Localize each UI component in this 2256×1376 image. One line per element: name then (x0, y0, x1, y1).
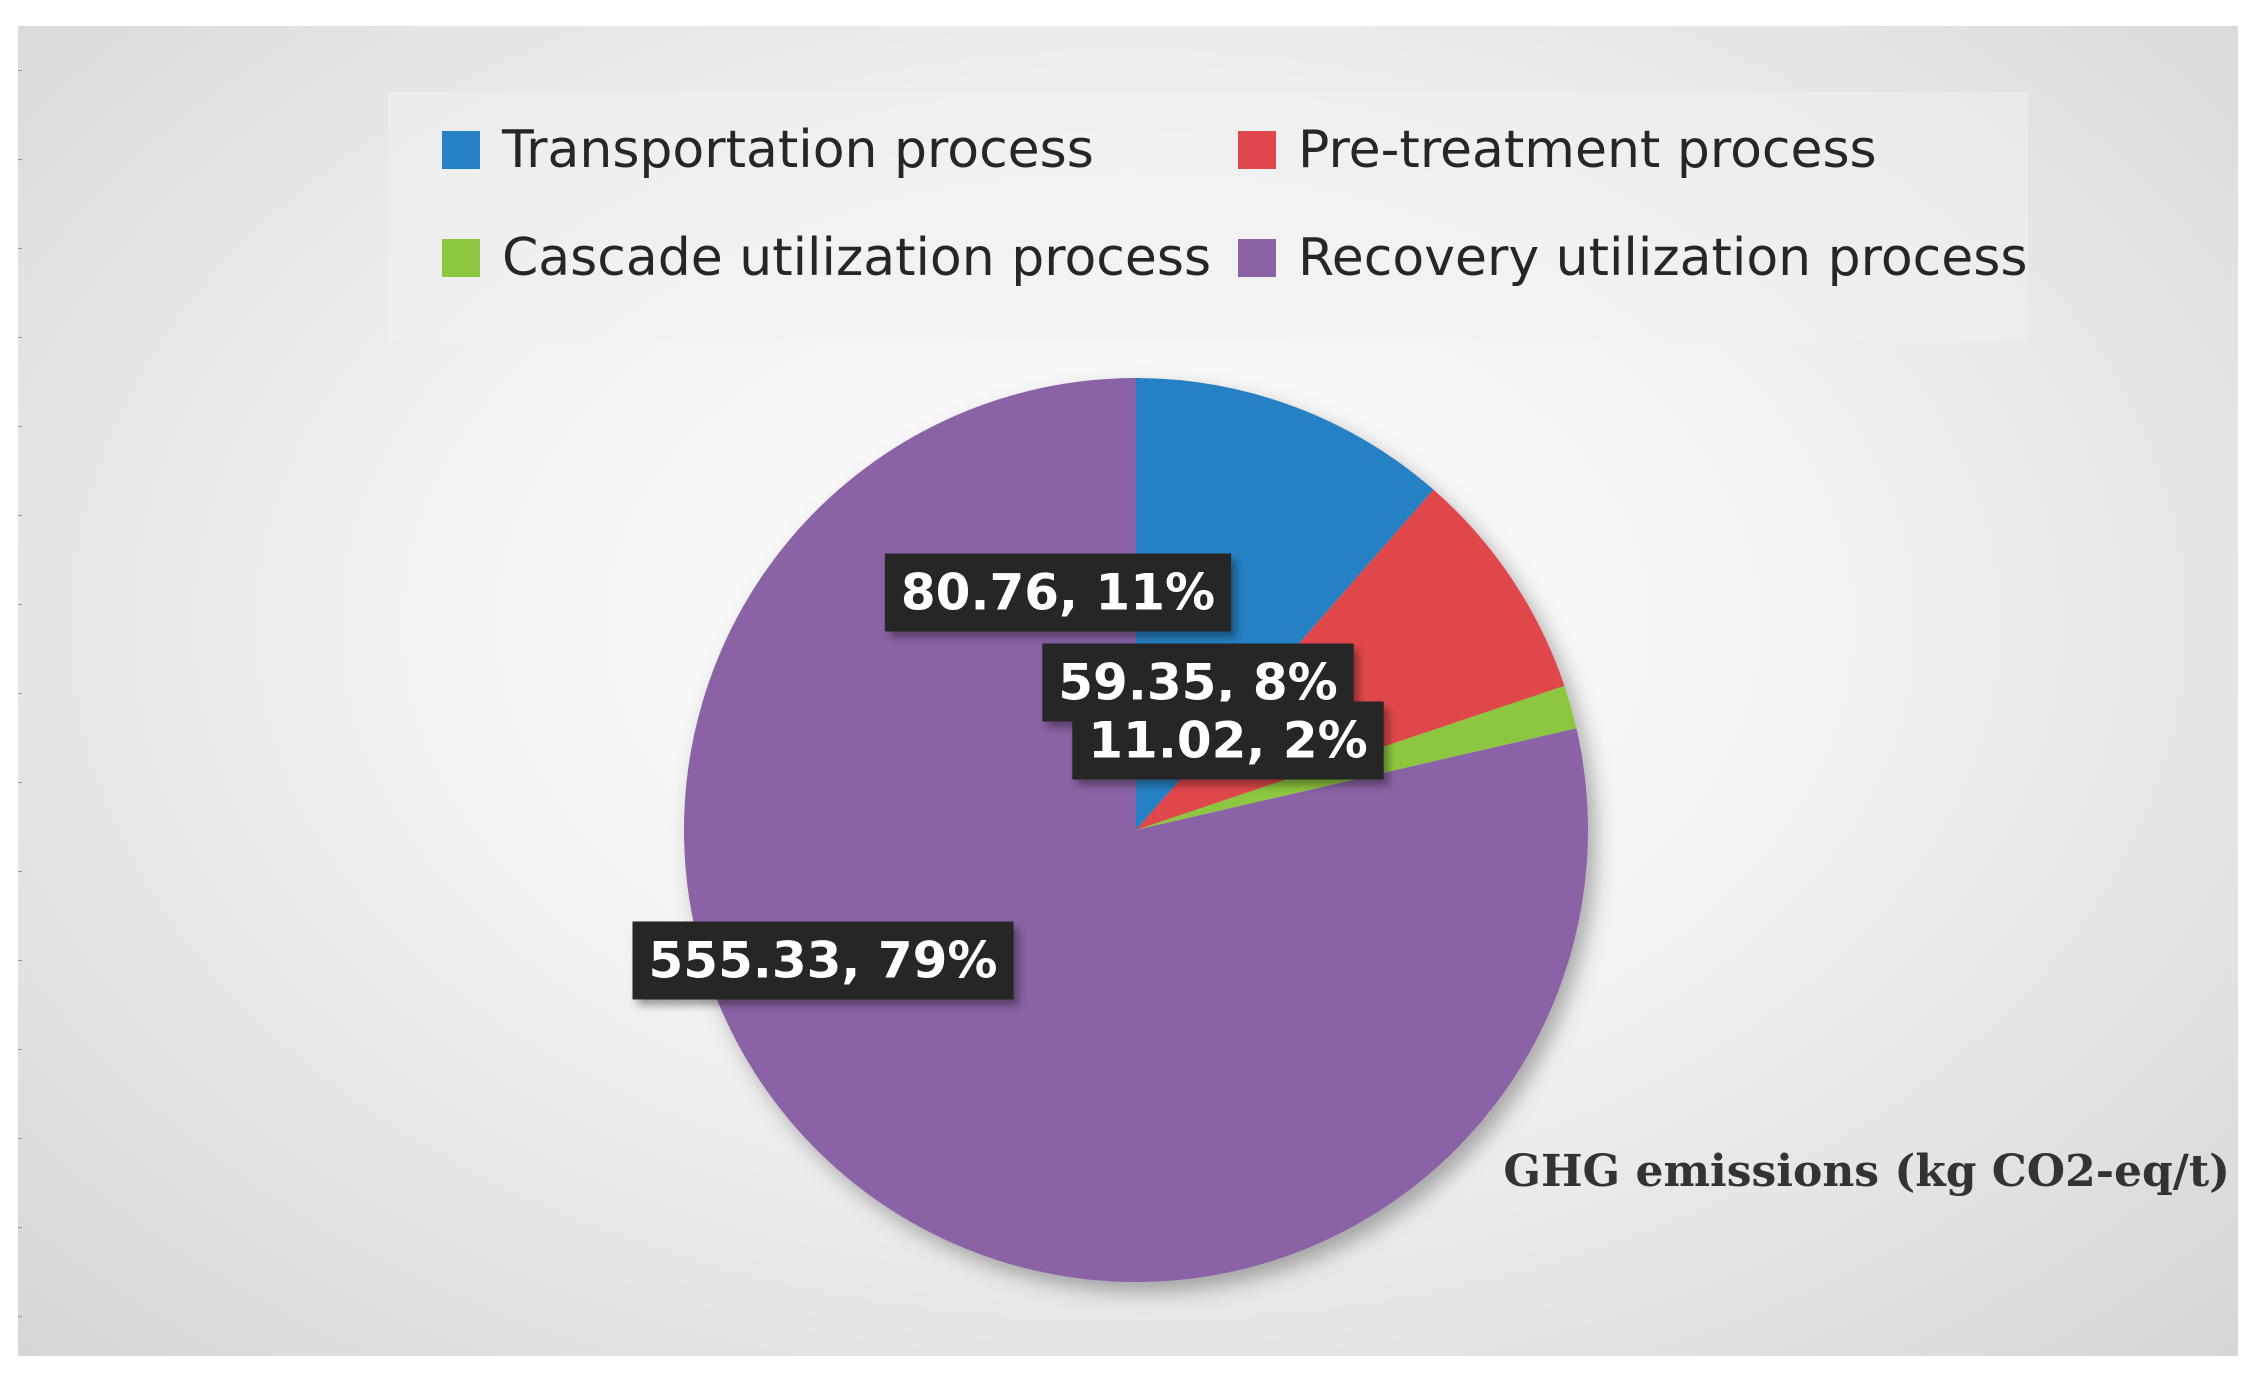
axis-tick (18, 515, 22, 516)
axis-tick (18, 782, 22, 783)
data-label-recovery: 555.33, 79% (632, 921, 1014, 1000)
legend-item-recovery: Recovery utilization process (1238, 228, 2027, 288)
legend-item-cascade: Cascade utilization process (442, 228, 1211, 288)
data-label-text-cascade: 11.02, 2% (1088, 712, 1367, 770)
legend-swatch-cascade (442, 239, 480, 277)
data-label-box-recovery (632, 921, 1014, 1000)
data-label-text-recovery: 555.33, 79% (648, 932, 997, 990)
legend: Transportation process Pre-treatment pro… (388, 92, 2028, 342)
chart-caption: GHG emissions (kg CO2-eq/t) (1503, 1146, 2230, 1197)
legend-swatch-recovery (1238, 239, 1276, 277)
axis-tick (18, 1138, 22, 1139)
axis-tick (18, 70, 22, 71)
chart-area: Transportation process Pre-treatment pro… (18, 26, 2238, 1356)
data-label-transportation: 80.76, 11% (884, 553, 1232, 632)
legend-swatch-pre-treatment (1238, 131, 1276, 169)
legend-swatch-transportation (442, 131, 480, 169)
pie-chart: 80.76, 11%59.35, 8%11.02, 2%555.33, 79% (632, 378, 1589, 1282)
legend-label-cascade: Cascade utilization process (502, 228, 1212, 288)
axis-tick (18, 1227, 22, 1228)
data-label-text-transportation: 80.76, 11% (901, 564, 1215, 622)
axis-tick (18, 337, 22, 338)
data-label-cascade: 11.02, 2% (1072, 701, 1384, 780)
axis-tick (18, 693, 22, 694)
data-label-box-cascade (1072, 701, 1384, 780)
legend-label-recovery: Recovery utilization process (1298, 228, 2028, 288)
legend-item-pre-treatment: Pre-treatment process (1238, 120, 1877, 180)
legend-item-transportation: Transportation process (442, 120, 1094, 180)
axis-tick (18, 1049, 22, 1050)
axis-tick (18, 960, 22, 961)
legend-label-pre-treatment: Pre-treatment process (1298, 120, 1877, 180)
legend-label-transportation: Transportation process (502, 120, 1094, 180)
axis-tick (18, 426, 22, 427)
axis-tick (18, 604, 22, 605)
axis-tick (18, 1316, 22, 1317)
axis-tick (18, 248, 22, 249)
axis-tick (18, 871, 22, 872)
data-label-box-transportation (884, 553, 1232, 632)
axis-tick (18, 159, 22, 160)
